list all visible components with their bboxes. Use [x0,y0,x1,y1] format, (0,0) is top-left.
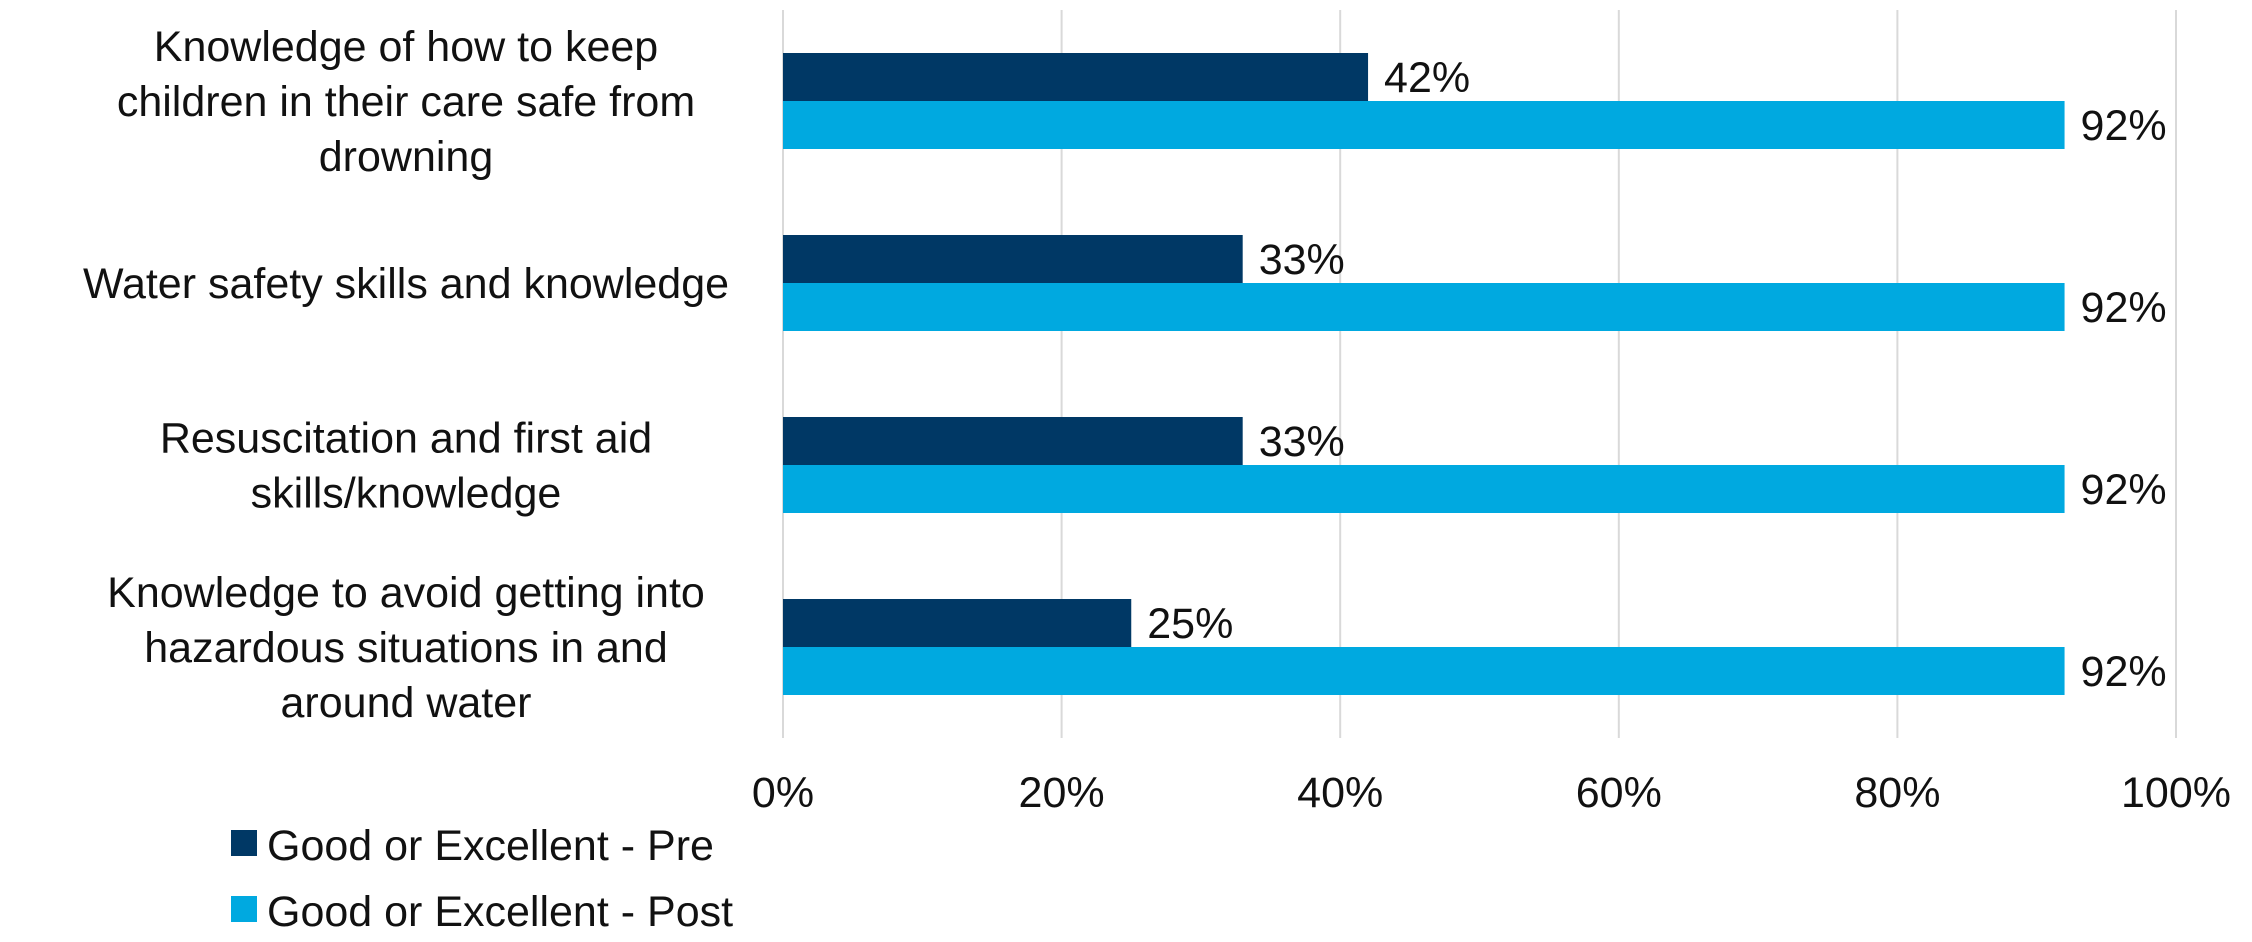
category-label: hazardous situations in and [144,624,668,672]
data-label: 92% [2081,102,2167,150]
x-tick-label: 60% [1576,769,1662,817]
bar [783,417,1243,465]
bar [783,101,2065,149]
category-label: drowning [319,133,494,181]
legend-swatch [231,830,257,856]
data-label: 42% [1384,54,1470,102]
category-label: Knowledge of how to keep [154,23,658,71]
x-tick-label: 0% [752,769,814,817]
x-tick-label: 40% [1297,769,1383,817]
legend: Good or Excellent - Pre Good or Excellent… [231,822,733,936]
data-label: 33% [1259,418,1345,466]
data-label: 92% [2081,648,2167,696]
bar [783,283,2065,331]
category-label: around water [281,679,532,727]
category-label: Resuscitation and first aid [160,415,652,463]
legend-label: Good or Excellent - Pre [267,822,714,870]
bar [783,53,1369,101]
x-tick-label: 20% [1019,769,1105,817]
x-tick-label: 100% [2121,769,2231,817]
data-label: 92% [2081,466,2167,514]
category-labels: Knowledge of how to keep children in thei… [83,23,729,727]
category-label: children in their care safe from [117,78,695,126]
bar [783,465,2065,513]
category-label: Water safety skills and knowledge [83,260,729,308]
x-tick-label: 80% [1854,769,1940,817]
bar [783,647,2065,695]
data-label: 25% [1147,600,1233,648]
bar [783,235,1243,283]
data-label: 33% [1259,236,1345,284]
legend-label: Good or Excellent - Post [267,888,733,936]
category-label: skills/knowledge [251,470,562,518]
bars [783,53,2065,695]
data-labels: 42% 92% 33% 92% 33% 92% 25% 92% [1147,54,2166,696]
data-label: 92% [2081,284,2167,332]
legend-swatch [231,896,257,922]
bar [783,599,1132,647]
category-label: Knowledge to avoid getting into [107,569,705,617]
x-axis-tick-labels: 0% 20% 40% 60% 80% 100% [752,769,2231,817]
